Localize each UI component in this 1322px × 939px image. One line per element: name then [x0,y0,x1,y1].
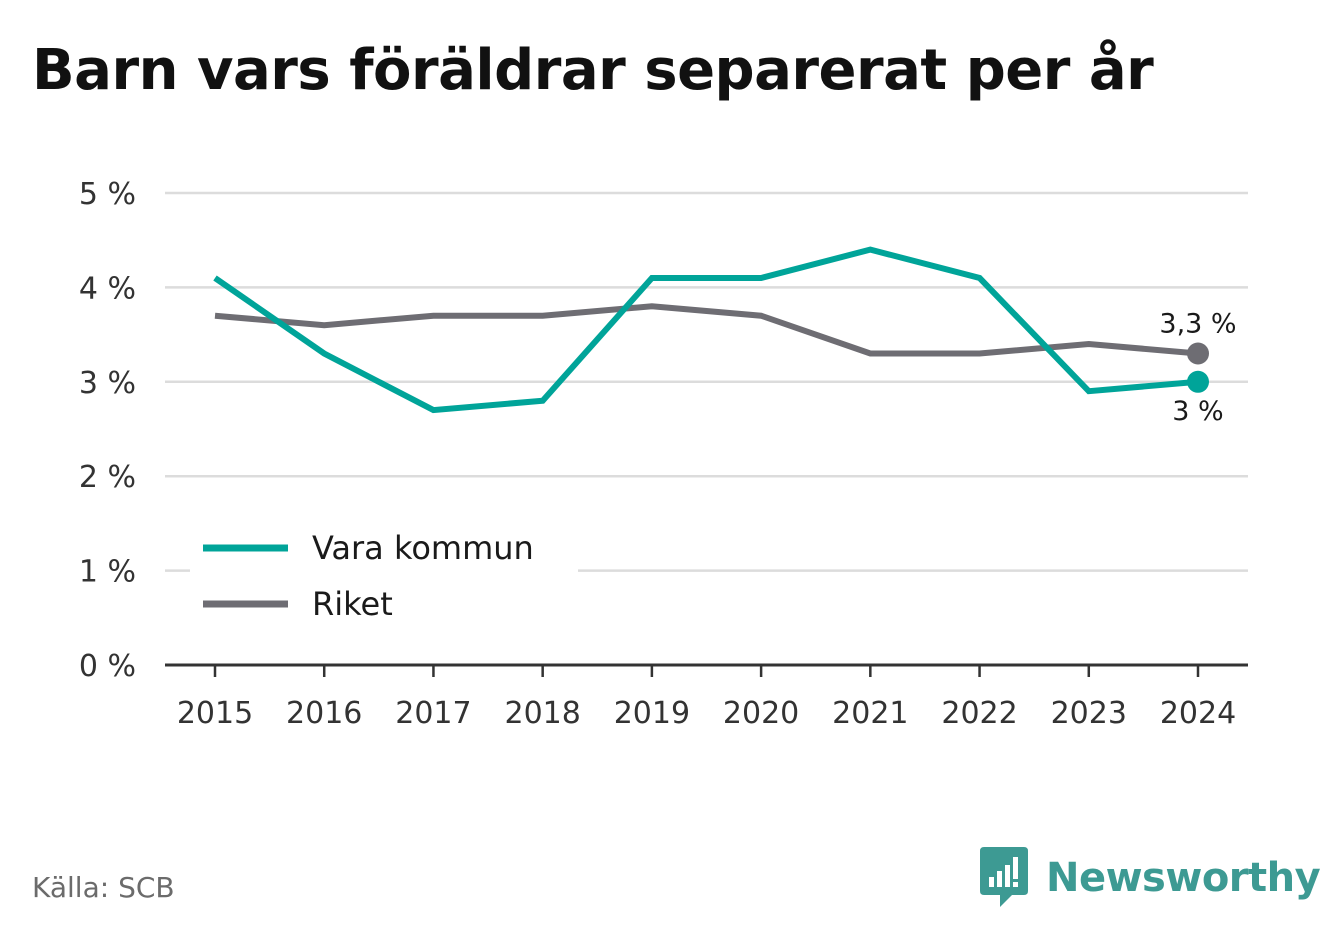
series-lines: 3 % 3,3 % [213,246,1237,427]
grid-lines [165,191,1248,572]
y-tick-label: 5 % [79,177,136,212]
brand-name: Newsworthy [1046,855,1321,901]
x-axis: 2015 2016 2017 2018 2019 2020 2021 2022 2023 2024 [165,663,1248,731]
x-tick-label: 2017 [395,696,471,731]
brand-logo: Newsworthy [980,846,1321,910]
chart-title: Barn vars föräldrar separerat per år [32,38,1154,103]
y-tick-label: 3 % [79,366,136,401]
newsworthy-logo-icon [980,847,1028,907]
series-line-riket [214,303,1199,357]
y-tick-label: 0 % [79,649,136,684]
legend: Vara kommun Riket [190,522,578,623]
y-tick-label: 2 % [79,460,136,495]
x-tick-label: 2022 [941,696,1017,731]
x-tick-label: 2015 [177,696,253,731]
x-tick-label: 2016 [286,696,362,731]
y-tick-label: 4 % [79,271,136,306]
x-tick-label: 2023 [1051,696,1127,731]
x-tick-label: 2021 [832,696,908,731]
end-point-marker [1187,342,1209,365]
x-tick-label: 2018 [504,696,580,731]
series-line-vara-kommun [213,246,1199,414]
y-tick-label: 1 % [79,555,136,590]
x-tick-label: 2024 [1160,696,1236,731]
end-value-label: 3 % [1172,396,1223,427]
legend-label: Riket [312,585,393,623]
x-tick-label: 2019 [614,696,690,731]
y-axis-ticks: 0 % 1 % 2 % 3 % 4 % 5 % [79,177,136,684]
end-point-marker [1187,370,1209,393]
legend-label: Vara kommun [312,529,534,567]
source-note: Källa: SCB [32,871,175,904]
x-tick-label: 2020 [723,696,799,731]
end-value-label: 3,3 % [1159,308,1236,339]
